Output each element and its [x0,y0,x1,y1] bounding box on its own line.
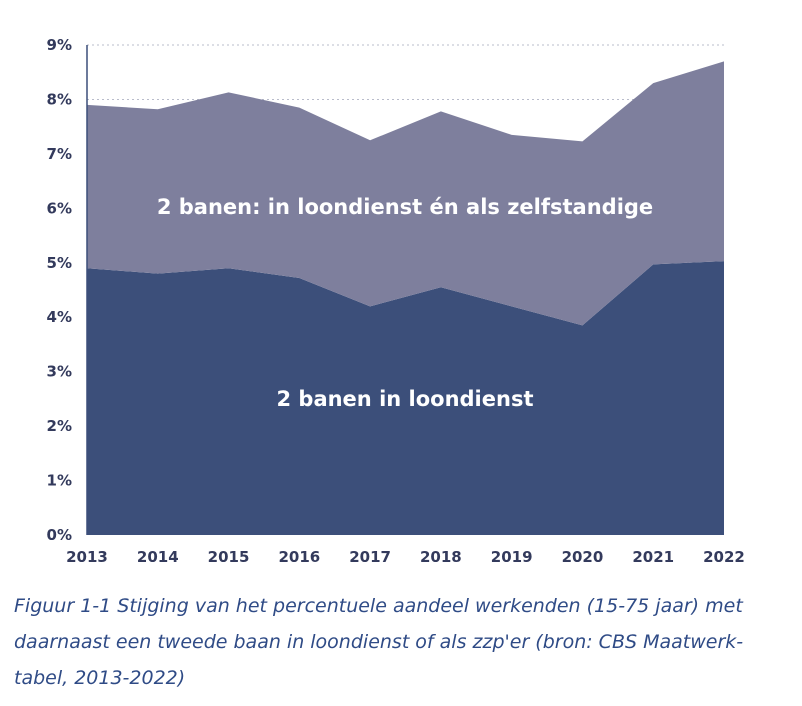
x-tick-label: 2021 [632,548,674,566]
y-tick-label: 0% [47,526,72,544]
figure-caption: Figuur 1-1 Stijging van het percentuele … [14,595,744,689]
area-loondienst [87,261,724,535]
x-tick-label: 2020 [562,548,604,566]
y-tick-label: 3% [47,363,72,381]
x-tick-label: 2018 [420,548,462,566]
x-tick-label: 2014 [137,548,179,566]
x-tick-label: 2013 [66,548,108,566]
area-loondienst-zelfstandige [87,61,724,326]
series-label-loondienst-zelfstandige: 2 banen: in loondienst én als zelfstandi… [157,195,653,219]
stacked-area-chart: 0%1%2%3%4%5%6%7%8%9% 2013 2014 2015 2016 201… [47,36,745,566]
x-tick-label: 2015 [208,548,250,566]
y-tick-label: 5% [47,254,72,272]
x-tick-labels: 2013 2014 2015 2016 2017 2018 2019 2020 2021 2022 [66,548,745,566]
y-tick-label: 6% [47,199,72,217]
y-tick-label: 9% [47,36,72,54]
y-tick-label: 4% [47,308,72,326]
x-tick-label: 2022 [703,548,745,566]
x-tick-label: 2016 [278,548,320,566]
x-tick-label: 2019 [491,548,533,566]
y-tick-labels: 0% 1% 2% 3% 4% 5% 6% 7% 8% 9% [47,36,72,544]
y-tick-label: 2% [47,417,72,435]
y-tick-label: 7% [47,145,72,163]
series-label-loondienst: 2 banen in loondienst [276,387,533,411]
x-tick-label: 2017 [349,548,391,566]
y-tick-label: 1% [47,472,72,490]
y-tick-label: 8% [47,90,72,108]
